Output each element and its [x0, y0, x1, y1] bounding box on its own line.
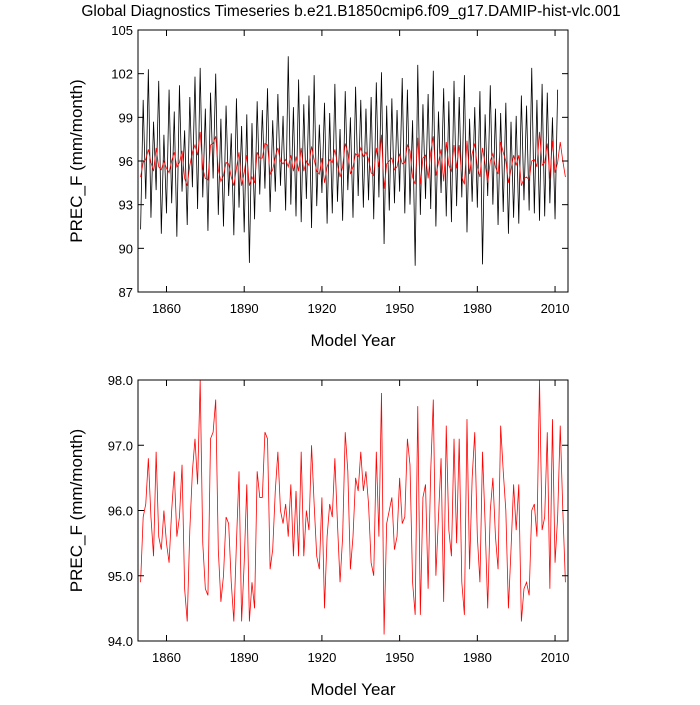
- x-tick-label: 1950: [385, 301, 414, 316]
- y-tick-label: 95.0: [108, 569, 133, 584]
- y-tick-label: 87: [119, 285, 133, 300]
- x-tick-label: 1890: [230, 301, 259, 316]
- y-tick-label: 96: [119, 154, 133, 169]
- y-tick-label: 93: [119, 198, 133, 213]
- x-tick-label: 1920: [307, 650, 336, 665]
- y-axis-label: PREC_F (mm/month): [67, 79, 86, 242]
- x-tick-label: 1980: [463, 301, 492, 316]
- x-tick-label: 1860: [152, 301, 181, 316]
- y-tick-label: 102: [111, 67, 133, 82]
- data-line: [140, 131, 566, 189]
- x-tick-label: 2010: [541, 301, 570, 316]
- x-axis-label: Model Year: [310, 680, 395, 699]
- x-axis-label: Model Year: [310, 331, 395, 350]
- x-tick-label: 1890: [230, 650, 259, 665]
- x-tick-label: 2010: [541, 650, 570, 665]
- y-axis-label: PREC_F (mm/month): [67, 429, 86, 592]
- y-tick-label: 98.0: [108, 373, 133, 388]
- x-tick-label: 1980: [463, 650, 492, 665]
- y-tick-label: 94.0: [108, 634, 133, 649]
- x-tick-label: 1860: [152, 650, 181, 665]
- y-tick-label: 97.0: [108, 438, 133, 453]
- x-tick-label: 1950: [385, 650, 414, 665]
- x-tick-label: 1920: [307, 301, 336, 316]
- y-tick-label: 99: [119, 110, 133, 125]
- y-tick-label: 105: [111, 23, 133, 38]
- data-line: [140, 379, 566, 635]
- y-tick-label: 96.0: [108, 504, 133, 519]
- y-tick-label: 90: [119, 241, 133, 256]
- chart-title: Global Diagnostics Timeseries b.e21.B185…: [81, 3, 620, 20]
